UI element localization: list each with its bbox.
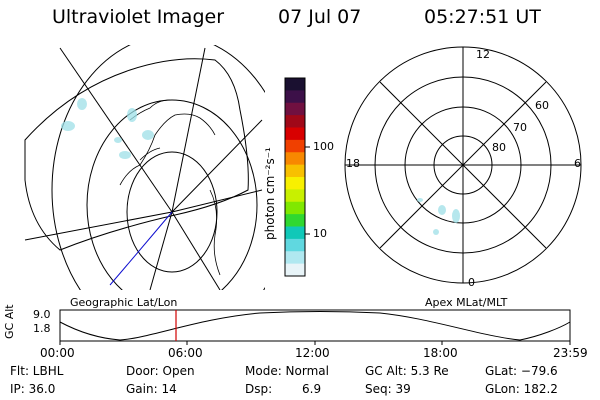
info-ip: IP: 36.0 — [10, 382, 56, 396]
mlt-label-0: 0 — [468, 276, 475, 289]
meridian-7 — [171, 119, 263, 213]
coastline-2 — [209, 189, 221, 276]
altitude-xtick-0000: 00:00 — [40, 346, 75, 360]
color-scale-band — [285, 177, 305, 190]
info-gc-alt: GC Alt: 5.3 Re — [365, 364, 449, 378]
color-scale-band — [285, 102, 305, 116]
color-scale-band — [285, 189, 305, 203]
right-panel-label: Apex MLat/MLT — [425, 296, 508, 309]
globe-limb — [24, 58, 249, 251]
altitude-plot-frame — [59, 309, 571, 342]
mlat-label-70: 70 — [513, 121, 527, 134]
color-scale-band — [285, 214, 305, 228]
color-scale-band — [285, 251, 305, 265]
info-gain: Gain: 14 — [126, 382, 177, 396]
info-glon: GLon: 182.2 — [485, 382, 558, 396]
color-scale-band — [285, 238, 305, 252]
mlt-label-6: 6 — [574, 157, 581, 170]
color-scale-band — [285, 78, 305, 91]
date-label: 07 Jul 07 — [278, 6, 362, 28]
meridian-5 — [149, 211, 173, 290]
lat-circle-1 — [126, 151, 218, 273]
altitude-ytick-9: 9.0 — [33, 308, 51, 321]
lat-circle-2 — [86, 99, 258, 290]
geographic-map — [24, 45, 265, 290]
meridian-2 — [171, 189, 263, 213]
color-scale-band — [285, 263, 305, 277]
color-scale-band — [285, 226, 305, 240]
ground-track — [109, 211, 173, 286]
mlt-line-diag-2 — [379, 81, 547, 249]
colorbar-tick-100: 100 — [313, 140, 334, 153]
lat-circle-3 — [51, 45, 265, 290]
info-door: Door: Open — [126, 364, 195, 378]
info-dsp-label: Dsp: — [245, 382, 273, 396]
info-mode: Mode: Normal — [245, 364, 329, 378]
coastline-1 — [119, 113, 216, 186]
altitude-xtick-1200: 12:00 — [295, 346, 330, 360]
info-glat: GLat: −79.6 — [485, 364, 558, 378]
aurora-right — [417, 198, 460, 235]
time-label: 05:27:51 UT — [424, 6, 541, 28]
altitude-xtick-0600: 06:00 — [168, 346, 203, 360]
left-panel-label: Geographic Lat/Lon — [70, 296, 178, 309]
mlt-label-18: 18 — [346, 157, 360, 170]
colorbar-label: photon cm⁻²s⁻¹ — [263, 147, 277, 240]
meridian-1 — [24, 211, 173, 241]
instrument-title: Ultraviolet Imager — [52, 6, 225, 28]
mlt-label-12: 12 — [476, 48, 490, 61]
meridian-4 — [171, 211, 221, 290]
color-scale — [285, 78, 305, 277]
altitude-plot — [59, 309, 571, 345]
coastline-4 — [139, 147, 161, 161]
color-scale-band — [285, 115, 305, 129]
color-scale-band — [285, 164, 305, 178]
info-dsp-value: 6.9 — [302, 382, 322, 396]
altitude-ylabel: GC Alt — [3, 304, 16, 339]
color-scale-band — [285, 139, 305, 153]
color-scale-band — [285, 201, 305, 215]
color-scale-band — [285, 90, 305, 104]
meridian-3 — [59, 47, 173, 213]
aurora-left — [61, 98, 154, 159]
info-seq: Seq: 39 — [365, 382, 411, 396]
altitude-xtick-1800: 18:00 — [423, 346, 458, 360]
mlat-label-80: 80 — [492, 141, 506, 154]
polar-plot — [344, 46, 582, 284]
altitude-ytick-1-8: 1.8 — [33, 322, 51, 335]
colorbar-tick-10: 10 — [313, 227, 327, 240]
color-scale-band — [285, 152, 305, 166]
color-scale-band — [285, 127, 305, 141]
mlat-label-60: 60 — [535, 99, 549, 112]
altitude-curve — [59, 311, 571, 341]
info-flt: Flt: LBHL — [10, 364, 64, 378]
meridian-6 — [171, 47, 206, 213]
altitude-xtick-2359: 23:59 — [553, 346, 588, 360]
